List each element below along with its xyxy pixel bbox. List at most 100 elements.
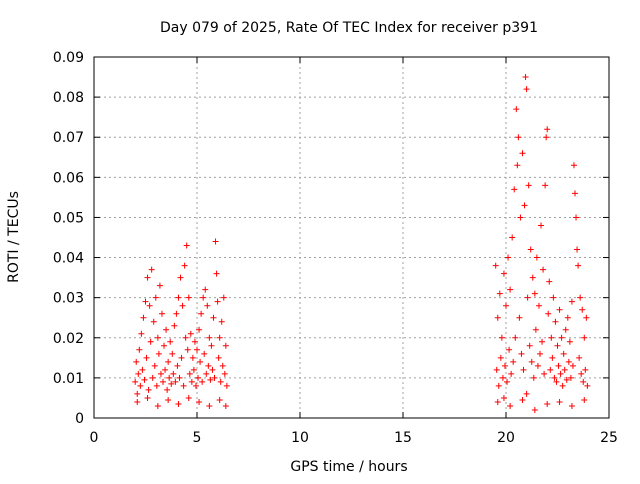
data-point (144, 394, 151, 401)
data-point (142, 298, 149, 305)
data-point (517, 214, 524, 221)
data-point (195, 374, 202, 381)
data-point (201, 350, 208, 357)
data-point (170, 370, 177, 377)
data-point (202, 286, 209, 293)
data-point (135, 370, 142, 377)
data-point (216, 334, 223, 341)
data-point (132, 378, 139, 385)
y-tick-label: 0.03 (53, 291, 84, 307)
data-point (166, 374, 173, 381)
y-tick-label: 0.07 (53, 130, 84, 146)
data-point (180, 382, 187, 389)
data-point (541, 370, 548, 377)
data-point (576, 354, 583, 361)
data-point (508, 370, 515, 377)
data-point (190, 366, 197, 373)
data-point (157, 370, 164, 377)
data-point (532, 326, 539, 333)
data-point (194, 346, 200, 353)
data-point (565, 358, 572, 365)
data-point (511, 186, 518, 193)
data-point (211, 374, 218, 381)
data-point (139, 366, 146, 373)
data-point (175, 294, 182, 301)
data-point (188, 378, 195, 385)
data-point (536, 350, 543, 357)
x-tick-label: 5 (193, 430, 202, 446)
data-point (556, 306, 563, 313)
data-point (530, 374, 537, 381)
data-point (192, 382, 199, 389)
data-point (577, 294, 584, 301)
y-tick-label: 0.02 (53, 331, 84, 347)
data-point (217, 378, 224, 385)
data-point (522, 74, 529, 81)
data-point (179, 302, 186, 309)
data-point (567, 374, 574, 381)
data-point (163, 326, 170, 333)
data-point (168, 380, 175, 387)
data-point (136, 346, 143, 353)
data-point (549, 354, 556, 361)
data-point (498, 334, 505, 341)
data-point (158, 310, 165, 317)
data-point (572, 190, 579, 197)
data-point (173, 310, 180, 317)
data-point (137, 382, 144, 389)
data-point (185, 294, 192, 301)
data-point (545, 310, 552, 317)
data-point (531, 290, 538, 297)
y-tick-label: 0 (75, 411, 84, 427)
data-point (552, 318, 559, 325)
data-point (198, 310, 205, 317)
data-point (533, 254, 540, 261)
data-point (213, 270, 220, 277)
data-point (493, 366, 500, 373)
data-point (134, 398, 141, 405)
data-point (578, 370, 585, 377)
data-point (510, 358, 517, 365)
data-point (500, 394, 507, 401)
data-point (507, 286, 514, 293)
data-point (497, 354, 504, 361)
data-point (140, 314, 147, 321)
y-tick-label: 0.09 (53, 50, 84, 66)
data-point (553, 378, 560, 385)
data-point (556, 398, 563, 405)
data-point (216, 396, 223, 403)
data-point (207, 376, 214, 383)
data-point (569, 362, 576, 369)
x-tick-label: 20 (497, 430, 515, 446)
data-point (546, 278, 553, 285)
data-point (500, 270, 507, 277)
data-point (512, 334, 519, 341)
data-point (514, 162, 521, 169)
data-point (199, 378, 206, 385)
data-point (178, 354, 185, 361)
data-point (152, 294, 159, 301)
data-point (191, 338, 198, 345)
data-point (521, 202, 528, 209)
data-point (165, 358, 172, 365)
data-point (547, 366, 554, 373)
data-point (554, 342, 561, 349)
data-point (564, 314, 571, 321)
data-point (208, 342, 215, 349)
data-point (177, 274, 184, 281)
data-point (145, 386, 152, 393)
data-point (496, 290, 503, 297)
data-point (209, 366, 216, 373)
data-point (575, 262, 582, 269)
chart-title: Day 079 of 2025, Rate Of TEC Index for r… (160, 20, 538, 36)
data-point (221, 370, 228, 377)
data-point (215, 354, 222, 361)
data-point (196, 398, 203, 405)
data-point (155, 350, 162, 357)
data-point (566, 338, 573, 345)
plot-frame (93, 56, 610, 419)
x-tick-label: 25 (600, 430, 618, 446)
data-point (146, 302, 153, 309)
data-point (551, 374, 558, 381)
